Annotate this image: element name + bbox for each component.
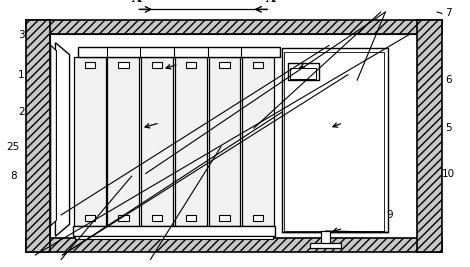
Bar xyxy=(50,34,417,238)
Bar xyxy=(282,48,388,232)
Bar xyxy=(85,215,95,221)
Bar xyxy=(141,57,173,226)
Bar xyxy=(186,215,196,221)
Bar xyxy=(290,68,316,79)
Bar xyxy=(209,57,240,226)
Text: 8: 8 xyxy=(10,171,16,181)
Bar xyxy=(175,57,207,226)
Polygon shape xyxy=(51,45,56,226)
Bar xyxy=(75,236,273,239)
Bar xyxy=(152,62,162,68)
Text: 1: 1 xyxy=(18,70,24,80)
Text: A: A xyxy=(266,0,275,5)
Text: 25: 25 xyxy=(7,142,20,152)
Bar xyxy=(310,243,341,248)
Bar xyxy=(73,226,275,236)
Polygon shape xyxy=(55,43,70,236)
Bar xyxy=(26,20,442,34)
Bar xyxy=(108,57,139,226)
Text: 5: 5 xyxy=(446,123,452,133)
Bar xyxy=(26,20,50,252)
Bar xyxy=(288,63,319,80)
Bar xyxy=(253,215,263,221)
Bar xyxy=(85,62,95,68)
Bar xyxy=(118,62,129,68)
Bar xyxy=(219,215,229,221)
Bar xyxy=(417,20,442,252)
Bar xyxy=(78,47,280,57)
Text: 3: 3 xyxy=(18,30,24,40)
Text: 6: 6 xyxy=(446,75,452,85)
Bar xyxy=(186,62,196,68)
Bar xyxy=(152,215,162,221)
Text: 2: 2 xyxy=(18,107,24,117)
Bar xyxy=(74,57,106,226)
Text: 7: 7 xyxy=(446,8,452,18)
Bar xyxy=(118,215,129,221)
Text: A: A xyxy=(132,0,141,5)
Bar xyxy=(284,52,384,231)
Bar xyxy=(242,57,274,226)
Bar xyxy=(26,238,442,252)
Text: 9: 9 xyxy=(387,210,393,220)
Text: 10: 10 xyxy=(442,168,455,179)
Bar xyxy=(321,231,330,246)
Bar xyxy=(219,62,229,68)
Bar xyxy=(253,62,263,68)
